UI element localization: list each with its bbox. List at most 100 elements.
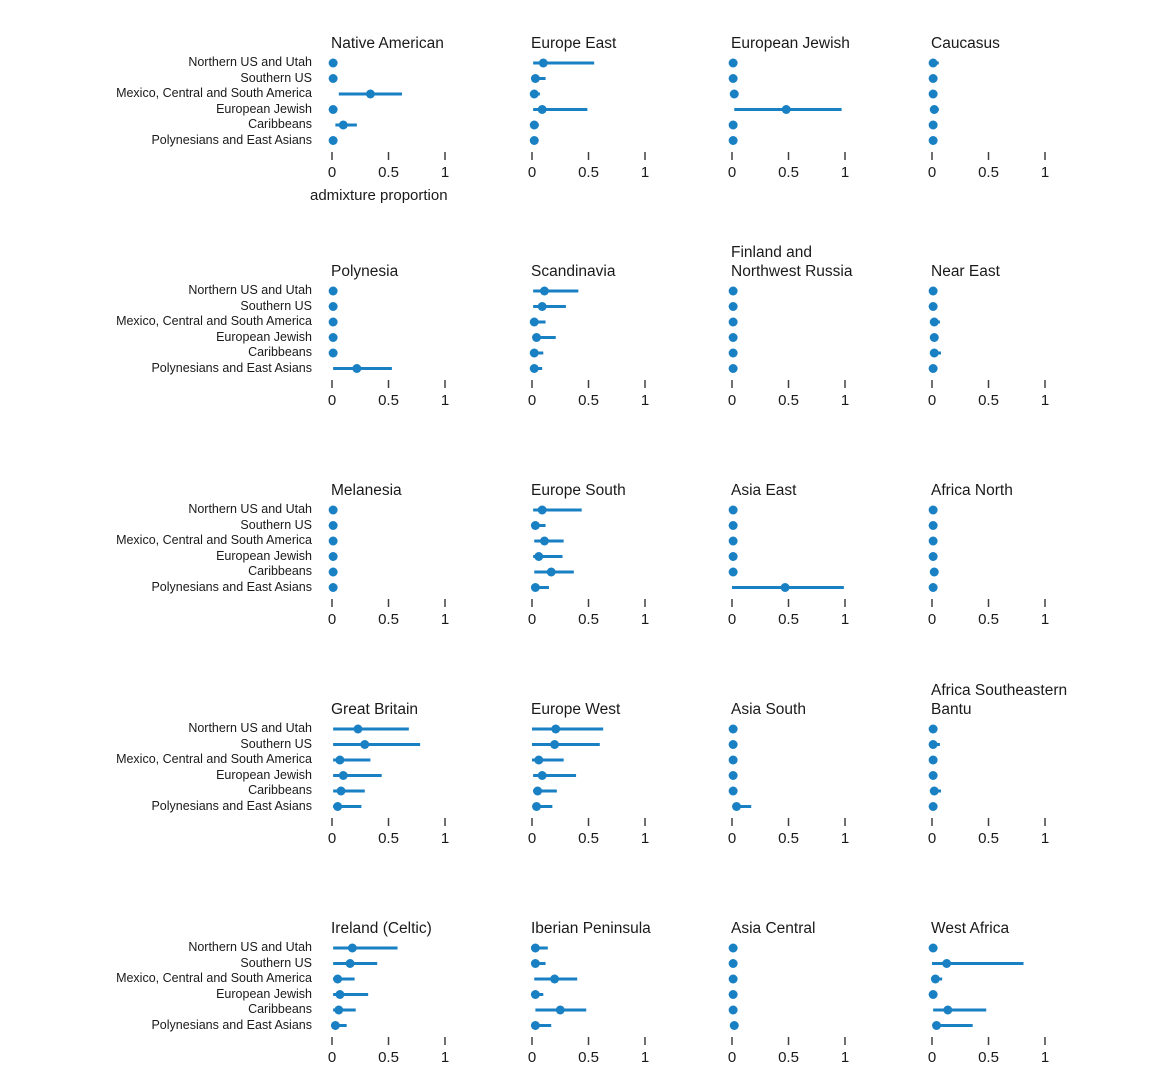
panel-europe-west: Europe West 0 0.5 1 xyxy=(520,681,720,849)
panel-native-american: Native American 0 0.5 1 xyxy=(320,15,520,183)
category-label-northern-us-and-utah: Northern US and Utah xyxy=(188,940,312,954)
panel-plot-africa-southeastern-bantu: 0 0.5 1 xyxy=(928,724,1049,847)
point-estimate xyxy=(328,74,338,83)
x-tick-label: 0.5 xyxy=(578,830,599,847)
panel-plot-near-east: 0 0.5 1 xyxy=(928,286,1049,409)
panel-title-line: Asia Central xyxy=(731,920,816,937)
point-estimate xyxy=(360,740,370,749)
x-tick-label: 1 xyxy=(641,611,649,628)
category-label-caribbeans: Caribbeans xyxy=(248,1002,312,1016)
category-label-caribbeans: Caribbeans xyxy=(248,345,312,359)
point-estimate xyxy=(328,317,338,327)
point-estimate xyxy=(529,317,539,327)
x-tick-label: 0 xyxy=(928,164,936,181)
panel-iberian-peninsula: Iberian Peninsula 0 0.5 1 xyxy=(520,900,720,1068)
panel-title: Europe West xyxy=(520,681,720,719)
category-label-northern-us-and-utah: Northern US and Utah xyxy=(188,502,312,516)
point-estimate xyxy=(928,286,938,296)
panel-title-line: Northwest Russia xyxy=(731,263,853,280)
x-tick-label: 0.5 xyxy=(578,164,599,181)
x-tick-label: 1 xyxy=(841,392,849,409)
point-estimate xyxy=(728,505,738,515)
x-tick-label: 1 xyxy=(1041,611,1049,628)
point-estimate xyxy=(530,583,540,592)
point-estimate xyxy=(328,105,338,114)
x-tick-label: 1 xyxy=(841,611,849,628)
x-tick-label: 0 xyxy=(728,392,736,409)
x-tick-label: 0 xyxy=(328,164,336,181)
x-tick-label: 0 xyxy=(328,830,336,847)
point-estimate xyxy=(328,136,338,145)
panel-title: Scandinavia xyxy=(520,243,720,281)
point-estimate xyxy=(539,536,549,546)
x-tick-label: 0 xyxy=(728,830,736,847)
point-estimate xyxy=(728,521,738,530)
category-label-european-jewish: European Jewish xyxy=(216,101,312,116)
category-label-polynesians-and-east-asians: Polynesians and East Asians xyxy=(151,360,312,375)
category-label-polynesians-and-east-asians: Polynesians and East Asians xyxy=(151,132,312,147)
x-tick-label: 0.5 xyxy=(578,611,599,628)
point-estimate xyxy=(534,552,544,561)
panel-title: West Africa xyxy=(920,900,1120,938)
panel-melanesia: Melanesia 0 0.5 1 xyxy=(320,462,520,630)
category-labels: Northern US and Utah Southern US Mexico, C… xyxy=(0,55,320,148)
x-tick-label: 0.5 xyxy=(778,611,799,628)
point-estimate xyxy=(550,740,560,749)
panel-near-east: Near East 0 0.5 1 xyxy=(920,243,1120,411)
point-estimate xyxy=(728,317,738,327)
x-tick-label: 0.5 xyxy=(378,164,399,181)
panel-title-line: Ireland (Celtic) xyxy=(331,920,432,937)
panel-title: European Jewish xyxy=(720,15,920,53)
point-estimate xyxy=(532,802,542,811)
panel-plot-asia-central: 0 0.5 1 xyxy=(728,943,849,1066)
panel-title-line: Europe East xyxy=(531,35,617,52)
point-estimate xyxy=(328,505,338,515)
x-tick-label: 0.5 xyxy=(578,392,599,409)
point-estimate xyxy=(728,943,738,953)
point-estimate xyxy=(928,505,938,515)
panel-title: Polynesia xyxy=(320,243,520,281)
panel-title: Europe East xyxy=(520,15,720,53)
point-estimate xyxy=(333,802,343,811)
point-estimate xyxy=(929,333,939,342)
x-axis-title-row: admixture proportion xyxy=(0,187,1157,205)
category-labels: Northern US and Utah Southern US Mexico, C… xyxy=(0,283,320,376)
category-label-mexico-central-and-south-america: Mexico, Central and South America xyxy=(116,752,312,766)
point-estimate xyxy=(529,89,539,99)
panel-title-line: Scandinavia xyxy=(531,263,616,280)
category-label-polynesians-and-east-asians: Polynesians and East Asians xyxy=(151,1017,312,1032)
x-tick-label: 0 xyxy=(728,164,736,181)
panel-row: Northern US and Utah Southern US Mexico, C… xyxy=(0,900,1157,1068)
panel-title: Europe South xyxy=(520,462,720,500)
point-estimate xyxy=(930,974,940,984)
x-tick-label: 0.5 xyxy=(978,611,999,628)
point-estimate xyxy=(928,802,938,811)
category-label-polynesians-and-east-asians: Polynesians and East Asians xyxy=(151,798,312,813)
x-tick-label: 1 xyxy=(441,392,449,409)
category-label-european-jewish: European Jewish xyxy=(216,548,312,563)
x-tick-label: 0 xyxy=(328,392,336,409)
category-label-mexico-central-and-south-america: Mexico, Central and South America xyxy=(116,533,312,547)
point-estimate xyxy=(334,1005,344,1015)
point-estimate xyxy=(338,771,348,780)
category-label-mexico-central-and-south-america: Mexico, Central and South America xyxy=(116,314,312,328)
category-label-caribbeans: Caribbeans xyxy=(248,117,312,131)
point-estimate xyxy=(335,990,345,999)
point-estimate xyxy=(529,136,539,145)
point-estimate xyxy=(928,302,938,311)
point-estimate xyxy=(537,771,547,780)
x-tick-label: 0 xyxy=(928,1049,936,1066)
point-estimate xyxy=(347,943,357,953)
panel-title-line: Africa Southeastern xyxy=(931,682,1068,699)
panel-title-line: West Africa xyxy=(931,920,1010,937)
panel-plot-west-africa: 0 0.5 1 xyxy=(928,943,1049,1066)
point-estimate xyxy=(538,58,548,68)
panel-scandinavia: Scandinavia 0 0.5 1 xyxy=(520,243,720,411)
panel-row: Northern US and Utah Southern US Mexico, C… xyxy=(0,15,1157,183)
panel-european-jewish: European Jewish 0 0.5 1 xyxy=(720,15,920,183)
x-tick-label: 0.5 xyxy=(778,830,799,847)
x-tick-label: 0 xyxy=(528,830,536,847)
point-estimate xyxy=(537,505,547,515)
panel-title-line: European Jewish xyxy=(731,35,850,52)
point-estimate xyxy=(728,740,738,749)
